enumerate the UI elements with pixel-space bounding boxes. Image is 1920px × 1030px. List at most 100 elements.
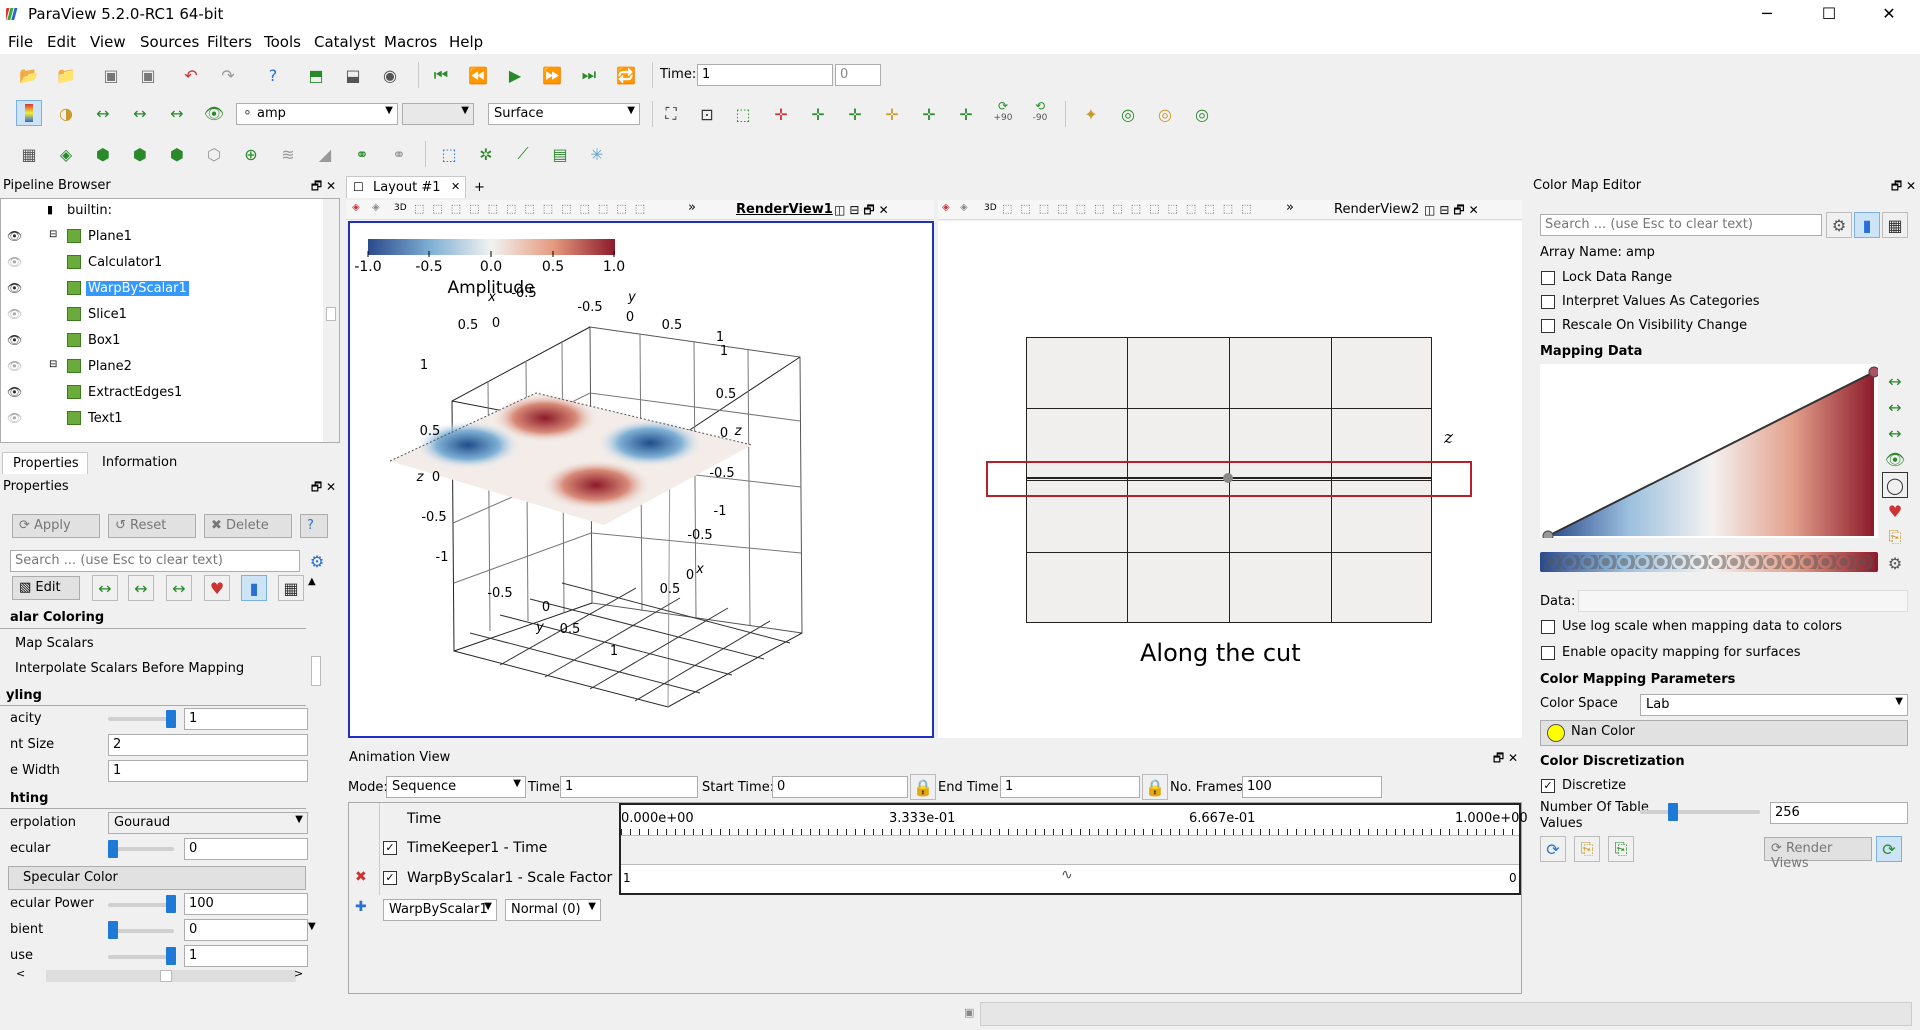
properties-hscrollbar[interactable]: < > xyxy=(0,967,306,985)
view-neg-x-icon[interactable]: ✛ xyxy=(811,104,825,124)
last-frame-icon[interactable]: ⏭ xyxy=(581,65,597,84)
eye-icon[interactable]: 👁 xyxy=(7,255,23,269)
group-datasets-icon[interactable]: ⚭ xyxy=(355,144,369,164)
interpolation-curve-icon[interactable]: ∿ xyxy=(1061,867,1073,883)
pipeline-scrollbar[interactable] xyxy=(323,199,339,442)
view-neg-y-icon[interactable]: ✛ xyxy=(885,104,899,124)
disconnect-icon[interactable]: ⬓ xyxy=(345,65,361,85)
specular-power-slider[interactable] xyxy=(108,903,174,907)
cme-gear-icon[interactable]: ⚙ xyxy=(1826,212,1852,238)
lock-range-checkbox[interactable] xyxy=(1541,271,1555,285)
apply-button[interactable]: ⟳ Apply xyxy=(12,514,100,538)
specular-color-button[interactable]: Specular Color xyxy=(8,866,306,890)
color-array-select[interactable]: ⚬ amp ▼ xyxy=(236,103,398,125)
eye-icon[interactable]: 👁 xyxy=(7,333,23,347)
color-transfer-bar[interactable] xyxy=(1540,552,1878,572)
connect-icon[interactable]: ⬒ xyxy=(308,65,324,85)
eye-icon[interactable]: 👁 xyxy=(7,307,23,321)
pipeline-item-slice1[interactable]: 👁 Slice1 xyxy=(7,307,127,322)
update-icon[interactable]: ⟳ xyxy=(1540,836,1566,862)
view-split-controls-icon[interactable]: ◫⊟🗗✕ xyxy=(834,203,893,217)
pipeline-item-calculator1[interactable]: 👁 Calculator1 xyxy=(7,255,163,270)
split-icon[interactable]: ✳ xyxy=(590,144,604,164)
timekeeper-track[interactable] xyxy=(621,835,1519,865)
opacity-mapping-checkbox[interactable] xyxy=(1541,646,1555,660)
specular-power-field[interactable]: 100 xyxy=(184,893,308,915)
specular-field[interactable]: 0 xyxy=(184,838,308,860)
toggle-legend-icon[interactable]: ▮ xyxy=(241,575,267,601)
show-center-icon[interactable]: ◎ xyxy=(1121,104,1135,124)
view-split-controls-icon[interactable]: ◫⊟🗗✕ xyxy=(1424,203,1483,217)
slice-icon[interactable]: ⬢ xyxy=(133,144,147,164)
center-axes-icon[interactable]: ✦ xyxy=(1084,104,1098,124)
first-frame-icon[interactable]: ⏮ xyxy=(433,65,449,84)
undo-icon[interactable]: ↶ xyxy=(184,65,198,85)
nan-color-icon[interactable]: ◯ xyxy=(1882,472,1908,498)
selection-tools-icons[interactable]: ⬚⬚⬚⬚⬚⬚⬚⬚⬚⬚⬚⬚⬚⬚ xyxy=(1002,202,1260,215)
view-pos-y-icon[interactable]: ✛ xyxy=(848,104,862,124)
pick-center-icon[interactable]: ◎ xyxy=(1195,104,1209,124)
next-frame-icon[interactable]: ⏩ xyxy=(542,65,562,85)
panel-float-close-icon[interactable]: 🗗 ✕ xyxy=(1492,751,1518,765)
representation-select[interactable]: Surface ▼ xyxy=(488,103,640,125)
reset-camera-icon[interactable]: ⛶ xyxy=(665,104,677,123)
menu-macros[interactable]: Macros xyxy=(384,33,438,51)
specular-slider-handle[interactable] xyxy=(108,840,118,858)
restore-default-icon[interactable]: ⎘ xyxy=(1608,836,1634,862)
previous-frame-icon[interactable]: ⏪ xyxy=(468,65,488,85)
rotate-neg90-icon[interactable]: ⟲ -90 xyxy=(1032,99,1048,123)
menu-view[interactable]: View xyxy=(90,33,126,51)
reset-center-icon[interactable]: ◎ xyxy=(1158,104,1172,124)
edit-colormap-button[interactable]: ▧ Edit xyxy=(12,576,80,600)
opacity-field[interactable]: 1 xyxy=(184,708,308,730)
save-state-icon[interactable]: ▣ xyxy=(103,65,119,85)
ambient-slider-handle[interactable] xyxy=(108,921,118,939)
pipeline-item-text1[interactable]: 👁 Text1 xyxy=(7,411,123,426)
auto-render-toggle-icon[interactable]: ⟳ xyxy=(1876,836,1902,862)
properties-help-button[interactable]: ? xyxy=(300,514,328,538)
camera-icon[interactable]: ◈ xyxy=(372,202,380,213)
glyph-icon[interactable]: ⊕ xyxy=(244,144,258,164)
capture-icon[interactable]: ◈ xyxy=(942,202,950,213)
camera-icon[interactable]: ◈ xyxy=(960,202,968,213)
render-views-button[interactable]: ⟳ Render Views xyxy=(1764,837,1872,871)
extract-level-icon[interactable]: ⚭ xyxy=(392,144,406,164)
save-data-icon[interactable]: ▣ xyxy=(140,65,156,85)
lock-end-icon[interactable]: 🔒 xyxy=(1142,774,1168,800)
specular-power-slider-handle[interactable] xyxy=(166,895,176,913)
plot-over-line-icon[interactable]: ⟋ xyxy=(517,144,529,163)
edit-color-map-icon[interactable]: ◑ xyxy=(59,103,73,123)
choose-preset-icon[interactable]: ♥ xyxy=(1887,501,1903,521)
eye-icon[interactable]: 👁 xyxy=(7,385,23,399)
interpolation-select[interactable]: Gouraud ▼ xyxy=(108,812,308,834)
advanced-settings-gear-icon[interactable]: ⚙ xyxy=(309,551,325,571)
opacity-transfer-editor[interactable] xyxy=(1540,364,1880,542)
delete-button[interactable]: ✖ Delete xyxy=(204,514,292,538)
save-preset-icon[interactable]: ⎘ xyxy=(1888,527,1902,546)
render-view-2[interactable]: z Along the cut xyxy=(938,221,1522,738)
toggle-3d-button[interactable]: 3D xyxy=(394,203,407,213)
menu-sources[interactable]: Sources xyxy=(140,33,200,51)
map-scalars-label[interactable]: Map Scalars xyxy=(15,636,94,651)
view-pos-x-icon[interactable]: ✛ xyxy=(774,104,788,124)
pipeline-item-plane1[interactable]: 👁 ⊟ Plane1 xyxy=(7,229,132,244)
loop-icon[interactable]: 🔁 xyxy=(616,65,636,85)
rescale-custom-icon[interactable]: ↔ xyxy=(133,103,147,123)
menu-file[interactable]: File xyxy=(8,33,34,51)
add-tab-button[interactable]: + xyxy=(474,180,485,195)
menu-edit[interactable]: Edit xyxy=(47,33,77,51)
view-pos-z-icon[interactable]: ✛ xyxy=(922,104,936,124)
eye-icon[interactable]: 👁 xyxy=(7,359,23,373)
add-track-source-select[interactable]: WarpByScalar1 ▼ xyxy=(383,899,497,921)
timeline[interactable]: 0.000e+00 3.333e-01 6.667e-01 1.000e+00 … xyxy=(619,803,1528,895)
rescale-visibility-checkbox[interactable] xyxy=(1541,319,1555,333)
tab-properties[interactable]: Properties xyxy=(2,452,88,474)
diffuse-slider[interactable] xyxy=(108,955,174,959)
color-space-select[interactable]: Lab ▼ xyxy=(1640,694,1908,716)
rescale-visible-icon[interactable]: 👁 xyxy=(203,103,225,123)
add-track-icon[interactable]: ✚ xyxy=(355,899,367,915)
menu-tools[interactable]: Tools xyxy=(264,33,301,51)
toggle-3d-button[interactable]: 3D xyxy=(984,203,997,213)
stream-tracer-icon[interactable]: ≋ xyxy=(281,144,295,164)
point-size-field[interactable]: 2 xyxy=(108,734,308,756)
